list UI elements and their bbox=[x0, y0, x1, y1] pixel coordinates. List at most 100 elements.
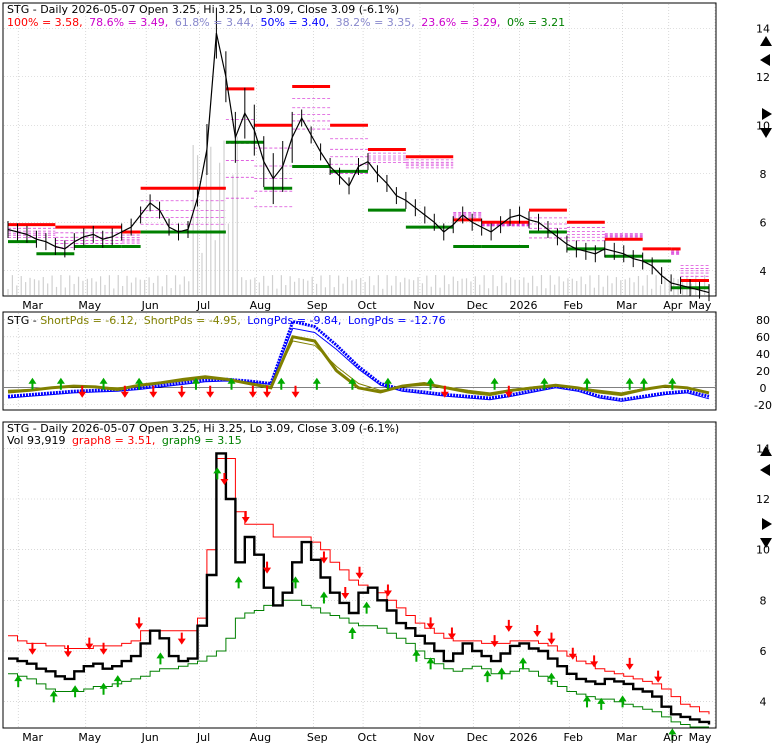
x-tick-label: Apr bbox=[663, 731, 683, 744]
x-tick-label: Oct bbox=[358, 299, 378, 312]
sell-arrow-icon bbox=[426, 617, 435, 630]
scroll-up-arrow-icon[interactable] bbox=[760, 36, 772, 46]
buy-arrow-icon bbox=[519, 657, 528, 670]
sell-arrow-icon bbox=[319, 551, 328, 564]
y-tick-label: -20 bbox=[754, 399, 772, 412]
y-tick-label: 12 bbox=[756, 493, 770, 506]
x-tick-label: Mar bbox=[22, 299, 43, 312]
x-tick-label: Jul bbox=[196, 299, 210, 312]
osc-legend-short-1: ShortPds = -6.12, bbox=[40, 314, 137, 327]
trend-legend: Vol 93,919 graph8 = 3.51, graph9 = 3.15 bbox=[7, 434, 242, 447]
x-tick-label: 2026 bbox=[509, 299, 537, 312]
price-panel-frame bbox=[2, 2, 717, 297]
marker-layer bbox=[14, 377, 677, 741]
sell-arrow-icon bbox=[447, 627, 456, 640]
x-tick-label: May bbox=[78, 731, 101, 744]
buy-arrow-icon bbox=[348, 627, 357, 639]
buy-arrow-icon bbox=[426, 657, 435, 670]
buy-arrow-icon bbox=[540, 377, 549, 390]
buy-arrow-icon bbox=[227, 377, 236, 390]
scroll-right-arrow-icon[interactable] bbox=[762, 108, 772, 120]
buy-arrow-icon bbox=[618, 695, 627, 708]
sell-arrow-icon bbox=[504, 619, 513, 632]
sell-arrow-icon bbox=[220, 473, 229, 485]
x-tick-label: Mar bbox=[616, 299, 637, 312]
buy-arrow-icon bbox=[412, 649, 421, 662]
buy-arrow-icon bbox=[547, 672, 556, 685]
scroll-down-arrow-icon[interactable] bbox=[760, 538, 772, 548]
buy-arrow-icon bbox=[483, 670, 492, 683]
sell-arrow-icon bbox=[533, 625, 542, 637]
sell-arrow-icon bbox=[248, 385, 257, 398]
buy-arrow-icon bbox=[71, 685, 80, 698]
y-tick-label: 20 bbox=[756, 365, 770, 378]
sell-arrow-icon bbox=[291, 385, 300, 398]
x-tick-label: Jun bbox=[141, 299, 159, 312]
fib-legend-236: 23.6% = 3.29, bbox=[421, 16, 500, 29]
x-tick-label: Dec bbox=[467, 299, 488, 312]
x-tick-label: Sep bbox=[307, 731, 328, 744]
trend-legend-volume: Vol 93,919 bbox=[7, 434, 65, 447]
buy-arrow-icon bbox=[583, 695, 592, 708]
sell-arrow-icon bbox=[85, 637, 94, 650]
buy-arrow-icon bbox=[497, 667, 506, 680]
sell-arrow-icon bbox=[490, 635, 499, 648]
sell-arrow-icon bbox=[149, 385, 158, 398]
buy-arrow-icon bbox=[14, 675, 23, 688]
scroll-left-arrow-icon[interactable] bbox=[760, 54, 770, 66]
sell-arrow-icon bbox=[63, 645, 72, 658]
x-tick-label: Feb bbox=[564, 299, 583, 312]
trend-panel-title: STG - Daily 2026-05-07 Open 3.25, Hi 3.2… bbox=[7, 422, 399, 435]
oscillator-title: STG - bbox=[7, 314, 40, 327]
scroll-right-arrow-icon[interactable] bbox=[762, 518, 772, 530]
x-tick-label: May bbox=[689, 299, 712, 312]
fib-legend-100: 100% = 3.58, bbox=[7, 16, 83, 29]
scroll-left-arrow-icon[interactable] bbox=[760, 464, 770, 476]
y-tick-label: 14 bbox=[756, 22, 770, 35]
x-tick-label: Dec bbox=[467, 731, 488, 744]
sell-arrow-icon bbox=[241, 511, 250, 523]
buy-arrow-icon bbox=[583, 377, 592, 390]
buy-arrow-icon bbox=[426, 377, 435, 390]
sell-arrow-icon bbox=[28, 642, 37, 655]
sell-arrow-icon bbox=[263, 385, 272, 398]
y-tick-label: 6 bbox=[760, 216, 767, 229]
oscillator-legend: STG - ShortPds = -6.12, ShortPds = -4.95… bbox=[7, 314, 446, 327]
buy-arrow-icon bbox=[113, 675, 122, 688]
price-trend-line bbox=[8, 452, 711, 725]
y-tick-label: 8 bbox=[760, 168, 767, 181]
y-tick-label: 10 bbox=[756, 544, 770, 557]
fib-legend-50: 50% = 3.40, bbox=[260, 16, 329, 29]
sell-arrow-icon bbox=[78, 385, 87, 398]
x-tick-label: Aug bbox=[250, 731, 271, 744]
x-tick-label: Nov bbox=[413, 731, 435, 744]
axis-layer: 4 6 8 10 12 14 Mar May Jun Jul Aug Sep Oct Nov Dec 2026… bbox=[22, 22, 772, 744]
x-tick-label: Mar bbox=[22, 731, 43, 744]
buy-arrow-icon bbox=[639, 377, 648, 390]
scroll-up-arrow-icon[interactable] bbox=[760, 446, 772, 456]
buy-arrow-icon bbox=[99, 682, 108, 695]
x-tick-label: May bbox=[689, 731, 712, 744]
x-tick-label: Jun bbox=[141, 731, 159, 744]
sell-arrow-icon bbox=[263, 561, 272, 574]
fib-legend: 100% = 3.58, 78.6% = 3.49, 61.8% = 3.44,… bbox=[7, 16, 565, 29]
buy-arrow-icon bbox=[668, 377, 677, 390]
y-tick-label: 6 bbox=[760, 645, 767, 658]
buy-arrow-icon bbox=[156, 652, 165, 665]
sell-arrow-icon bbox=[625, 657, 634, 670]
x-tick-label: Nov bbox=[413, 299, 435, 312]
buy-arrow-icon bbox=[49, 690, 58, 703]
sell-arrow-icon bbox=[568, 647, 577, 660]
series-layer bbox=[4, 7, 715, 728]
scroll-down-arrow-icon[interactable] bbox=[760, 128, 772, 138]
sell-arrow-icon bbox=[355, 566, 364, 579]
osc-legend-long-2: LongPds = -12.76 bbox=[348, 314, 446, 327]
trend-legend-graph9: graph9 = 3.15 bbox=[162, 434, 242, 447]
y-tick-label: 60 bbox=[756, 331, 770, 344]
buy-arrow-icon bbox=[362, 601, 371, 614]
osc-legend-long-1: LongPds = -9.84, bbox=[247, 314, 341, 327]
y-tick-label: 40 bbox=[756, 348, 770, 361]
buy-arrow-icon bbox=[312, 377, 321, 390]
x-tick-label: Sep bbox=[307, 299, 328, 312]
